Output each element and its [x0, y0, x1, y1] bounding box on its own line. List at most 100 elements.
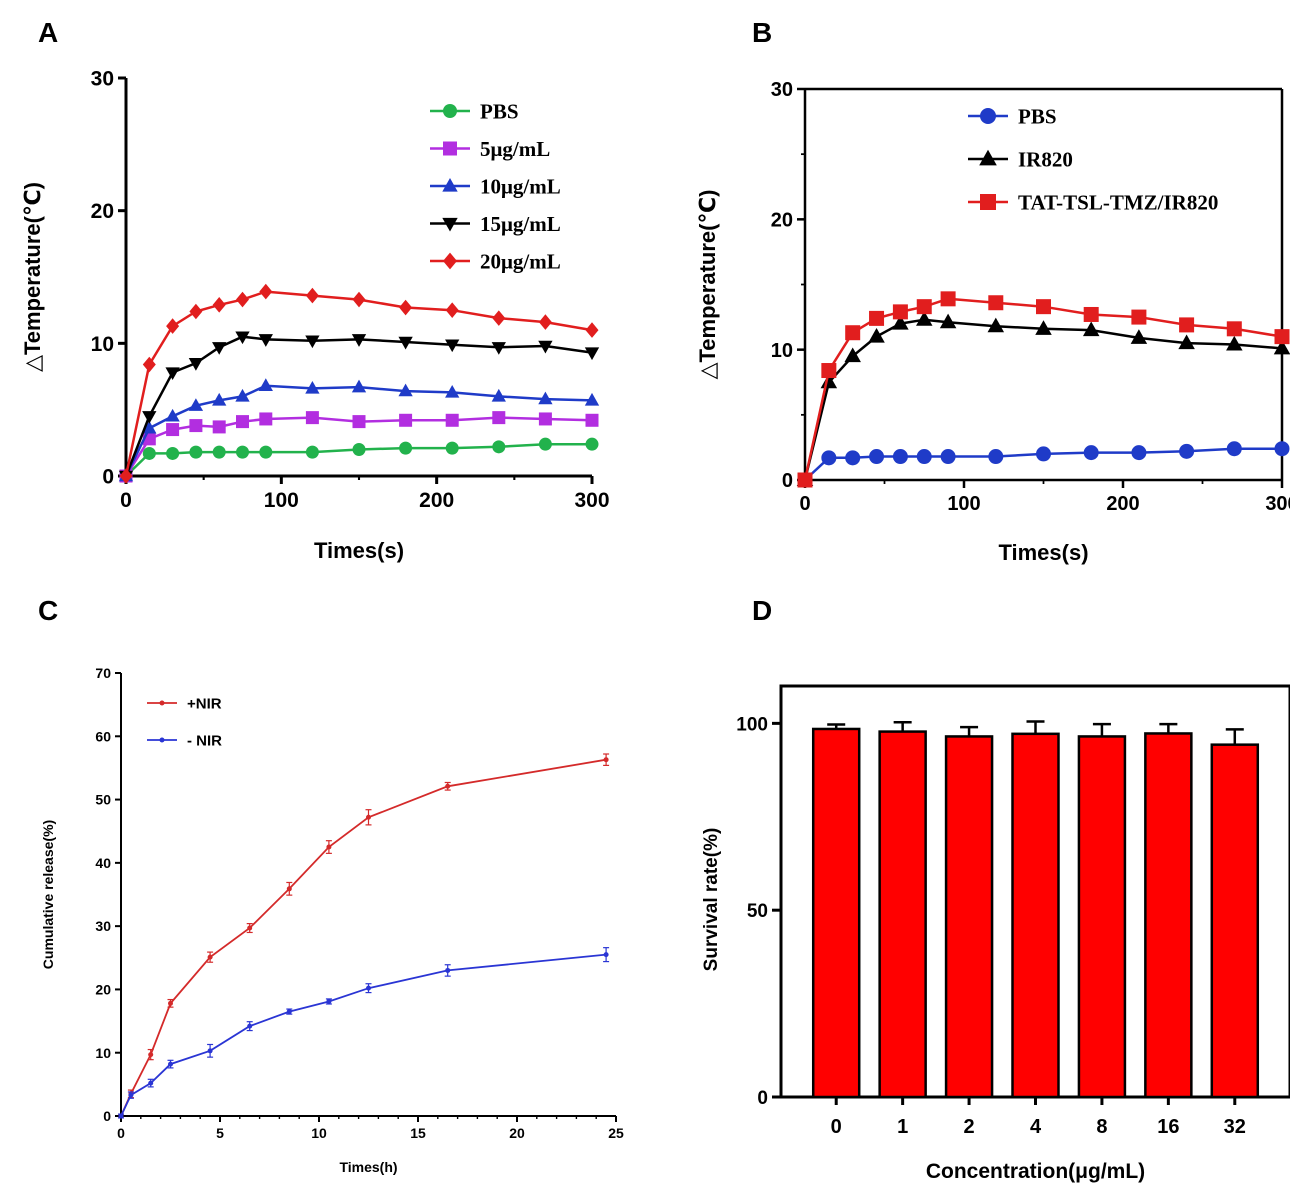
x-axis-label: Times(s) — [314, 538, 404, 563]
series-pbs — [797, 441, 1290, 488]
panel-label-b: B — [752, 17, 772, 48]
data-point — [236, 445, 249, 459]
data-point — [821, 363, 837, 379]
data-point — [142, 356, 156, 373]
data-point — [844, 347, 861, 363]
data-point — [259, 412, 273, 426]
y-tick-label: 60 — [95, 728, 111, 744]
data-point — [258, 334, 273, 347]
data-point — [1274, 329, 1290, 345]
panel-label-a: A — [38, 17, 58, 48]
data-point — [1178, 334, 1195, 350]
data-point — [188, 358, 204, 371]
legend-marker — [442, 217, 458, 232]
data-point — [247, 1023, 253, 1029]
data-point — [366, 814, 371, 820]
data-point — [399, 299, 413, 316]
y-axis-label: △Temperature(℃) — [20, 182, 45, 372]
legend-label: - NIR — [187, 732, 222, 749]
bar-0 — [811, 727, 861, 1099]
y-axis-label: Survival rate(%) — [701, 828, 722, 972]
data-point — [1226, 321, 1242, 337]
bar-1 — [878, 730, 927, 1099]
data-point — [892, 304, 908, 320]
legend-label: 15μg/mL — [480, 212, 561, 236]
y-tick-label: 0 — [782, 470, 793, 492]
legend-label: 20μg/mL — [480, 250, 561, 274]
data-point — [212, 420, 226, 434]
legend-label: IR820 — [1018, 148, 1073, 172]
data-point — [399, 441, 413, 455]
data-point — [207, 954, 213, 960]
data-point — [940, 449, 956, 465]
series-line — [120, 758, 607, 1117]
y-axis-label: Cumulative release(%) — [40, 820, 56, 969]
y-tick-label: 0 — [103, 1108, 111, 1124]
data-point — [1036, 446, 1051, 462]
data-point — [399, 413, 413, 427]
data-point — [1083, 445, 1099, 461]
data-point — [189, 303, 203, 320]
bar-4 — [1011, 732, 1060, 1099]
data-point — [892, 314, 909, 330]
data-point — [236, 291, 249, 308]
x-tick-label: 25 — [608, 1125, 624, 1141]
data-point — [1035, 320, 1052, 335]
data-point — [797, 472, 813, 488]
data-point — [445, 441, 459, 455]
data-point — [212, 297, 226, 313]
data-point — [939, 313, 957, 329]
data-point — [1131, 445, 1147, 461]
x-axis-label: Times(h) — [339, 1159, 397, 1175]
data-point — [351, 334, 367, 347]
x-tick-label: 300 — [1265, 493, 1290, 515]
legend-label: TAT-TSL-TMZ/IR820 — [1018, 191, 1218, 215]
x-tick-label: 32 — [1224, 1116, 1246, 1138]
data-point — [585, 437, 599, 451]
x-tick-label: 0 — [117, 1125, 125, 1141]
data-point — [207, 1048, 213, 1054]
data-point — [868, 328, 885, 343]
data-point — [987, 317, 1005, 333]
x-axis-label: Times(s) — [998, 540, 1088, 565]
series-line — [124, 384, 593, 477]
data-point — [1179, 317, 1195, 333]
data-point — [165, 408, 180, 422]
data-point — [189, 445, 203, 459]
bar-32 — [1210, 743, 1260, 1099]
data-point — [305, 380, 320, 394]
chart-panel-a: 0 100 200 300 0 10 20 30 Times(s) △Temperature(℃)… — [20, 68, 610, 563]
data-point — [892, 449, 908, 465]
data-point — [259, 445, 273, 459]
data-point — [491, 388, 506, 402]
x-tick-label: 0 — [831, 1116, 842, 1138]
data-point — [305, 445, 319, 459]
data-point — [166, 318, 180, 334]
x-tick-label: 16 — [1157, 1116, 1179, 1138]
data-point — [445, 967, 451, 973]
y-tick-label: 50 — [95, 792, 111, 808]
x-tick-label: 20 — [509, 1125, 525, 1141]
x-tick-label: 100 — [264, 489, 299, 512]
data-point — [128, 1092, 134, 1098]
y-tick-label: 30 — [95, 918, 111, 934]
data-point — [869, 449, 885, 465]
legend-marker — [980, 108, 996, 124]
y-tick-label: 10 — [771, 340, 793, 362]
legend-label: PBS — [1018, 105, 1057, 129]
data-point — [492, 411, 506, 425]
series-line — [120, 953, 607, 1117]
data-point — [148, 1052, 154, 1058]
data-point — [988, 449, 1004, 465]
data-point — [845, 450, 861, 466]
data-point — [142, 420, 157, 434]
data-point — [1082, 321, 1100, 337]
y-tick-label: 70 — [95, 665, 111, 681]
data-point — [168, 1000, 173, 1006]
data-point — [603, 952, 609, 958]
series-20-g-ml — [119, 283, 599, 484]
legend-label: +NIR — [187, 695, 222, 712]
x-tick-label: 8 — [1096, 1116, 1107, 1138]
data-point — [1226, 335, 1243, 351]
y-tick-label: 20 — [771, 210, 793, 232]
